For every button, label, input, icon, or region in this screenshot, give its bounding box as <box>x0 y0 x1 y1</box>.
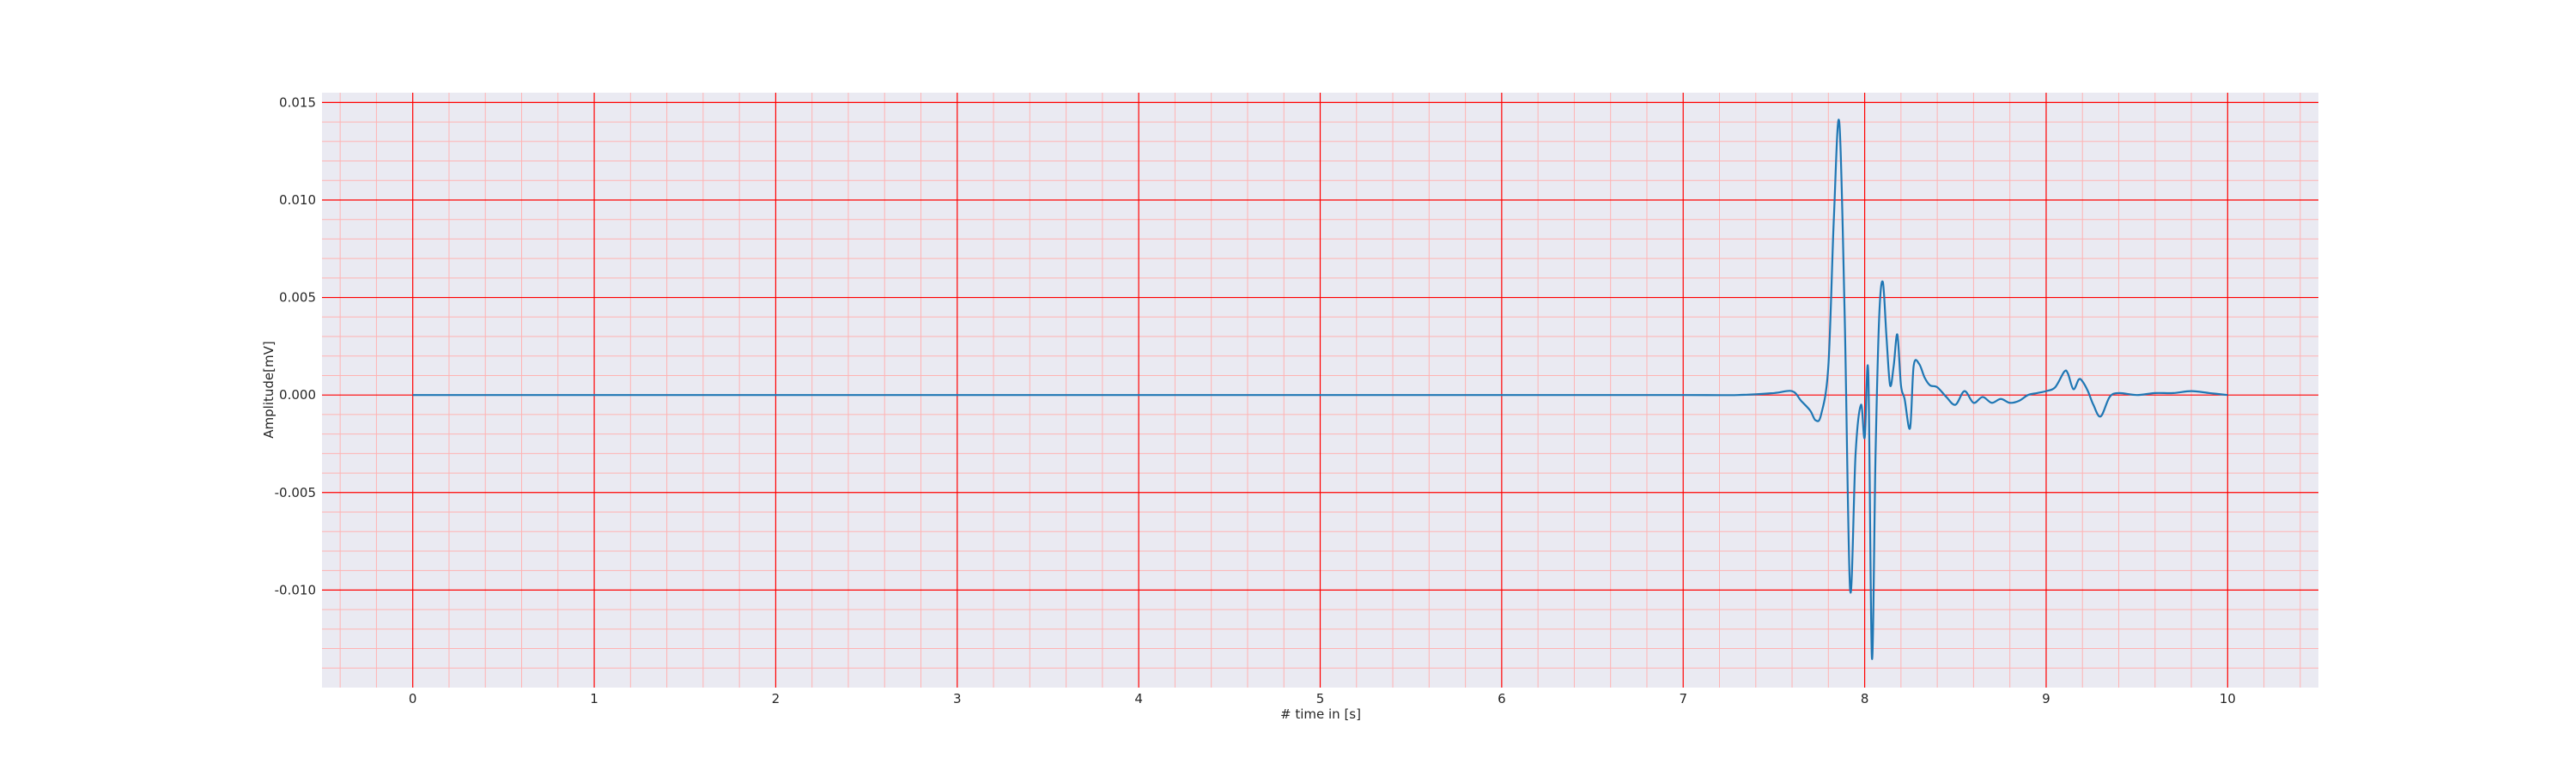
x-tick-label: 1 <box>590 691 598 706</box>
y-tick-label: 0.005 <box>279 290 316 306</box>
series-layer <box>412 118 2228 660</box>
series-line <box>412 118 2228 660</box>
y-tick-labels: -0.010 -0.005 0.000 0.005 0.010 0.015 <box>275 94 316 597</box>
y-tick-label: 0.000 <box>279 387 316 403</box>
x-tick-label: 8 <box>1861 691 1869 706</box>
y-axis-label: Amplitude[mV] <box>261 341 276 438</box>
y-tick-label: 0.015 <box>279 94 316 110</box>
y-tick-label: -0.005 <box>275 485 316 500</box>
x-tick-labels: 0 1 2 3 4 5 6 7 8 9 10 <box>409 691 2236 706</box>
x-tick-label: 3 <box>953 691 962 706</box>
y-tick-label: -0.010 <box>275 582 316 597</box>
x-tick-label: 5 <box>1316 691 1325 706</box>
y-tick-label: 0.010 <box>279 192 316 208</box>
x-tick-label: 0 <box>409 691 417 706</box>
x-axis-label: # time in [s] <box>1280 706 1361 722</box>
x-tick-label: 6 <box>1498 691 1506 706</box>
x-tick-label: 2 <box>772 691 781 706</box>
x-tick-label: 4 <box>1134 691 1143 706</box>
x-tick-label: 10 <box>2220 691 2236 706</box>
x-tick-label: 7 <box>1679 691 1687 706</box>
x-tick-label: 9 <box>2042 691 2050 706</box>
